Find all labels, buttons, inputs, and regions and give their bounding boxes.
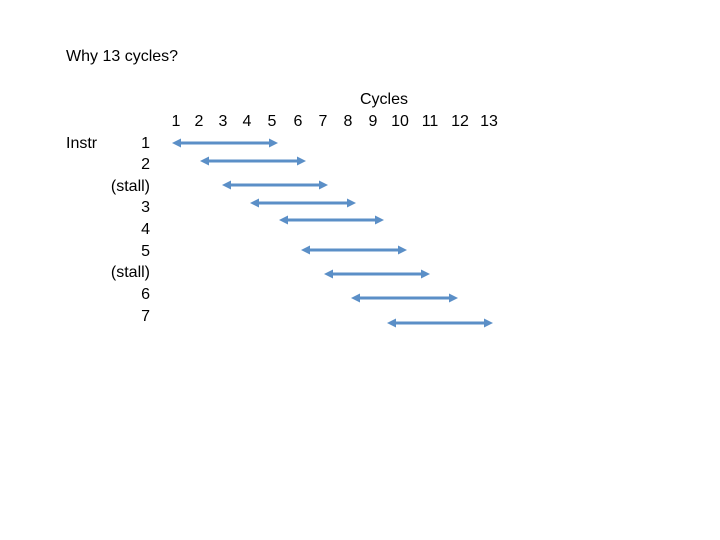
pipeline-arrow: [351, 293, 458, 303]
instr-label: Instr: [66, 135, 98, 152]
pipeline-arrow: [387, 318, 493, 328]
cycle-number: 4: [242, 113, 252, 130]
pipeline-arrow: [172, 138, 278, 148]
pipeline-arrow: [222, 180, 328, 190]
arrow-head-right: [449, 293, 458, 303]
arrow-head-right: [375, 215, 384, 225]
diagram-title: Why 13 cycles?: [66, 48, 179, 65]
arrow-head-left: [387, 318, 396, 328]
instruction-label: 1: [141, 135, 150, 152]
arrow-head-right: [421, 269, 430, 279]
arrow-head-right: [319, 180, 328, 190]
cycle-number: 12: [451, 113, 469, 130]
instruction-label: 7: [141, 308, 150, 325]
pipeline-arrow: [279, 215, 384, 225]
instruction-label: 6: [141, 286, 150, 303]
arrow-head-left: [200, 156, 209, 166]
stall-label: (stall): [110, 178, 150, 195]
arrow-head-left: [222, 180, 231, 190]
arrow-head-left: [279, 215, 288, 225]
cycle-number: 7: [318, 113, 328, 130]
cycle-number: 3: [218, 113, 228, 130]
cycle-number: 5: [267, 113, 277, 130]
cycle-number: 11: [421, 113, 439, 130]
cycle-number: 10: [391, 113, 409, 130]
arrow-head-left: [172, 138, 181, 148]
cycle-number: 2: [194, 113, 204, 130]
cycles-heading: Cycles: [360, 91, 409, 108]
instruction-label: 4: [141, 221, 150, 238]
instruction-label: 3: [141, 199, 150, 216]
pipeline-arrow: [301, 245, 407, 255]
instruction-label: 5: [141, 243, 150, 260]
arrow-head-left: [324, 269, 333, 279]
cycle-number: 6: [293, 113, 303, 130]
cycle-number-header: 1 2 3 4 5 6 7 8 9 10 11 12 13: [0, 113, 720, 133]
arrow-head-right: [269, 138, 278, 148]
instruction-label: 2: [141, 156, 150, 173]
pipeline-arrow: [200, 156, 306, 166]
cycle-number: 9: [368, 113, 378, 130]
arrow-head-right: [297, 156, 306, 166]
arrow-head-right: [484, 318, 493, 328]
pipeline-arrow: [324, 269, 430, 279]
stall-label: (stall): [110, 264, 150, 281]
cycle-number: 13: [480, 113, 498, 130]
cycle-number: 8: [343, 113, 353, 130]
arrow-head-left: [250, 198, 259, 208]
pipeline-arrow: [250, 198, 356, 208]
arrow-head-left: [301, 245, 310, 255]
arrow-head-right: [398, 245, 407, 255]
arrow-head-right: [347, 198, 356, 208]
cycle-number: 1: [171, 113, 181, 130]
arrow-head-left: [351, 293, 360, 303]
